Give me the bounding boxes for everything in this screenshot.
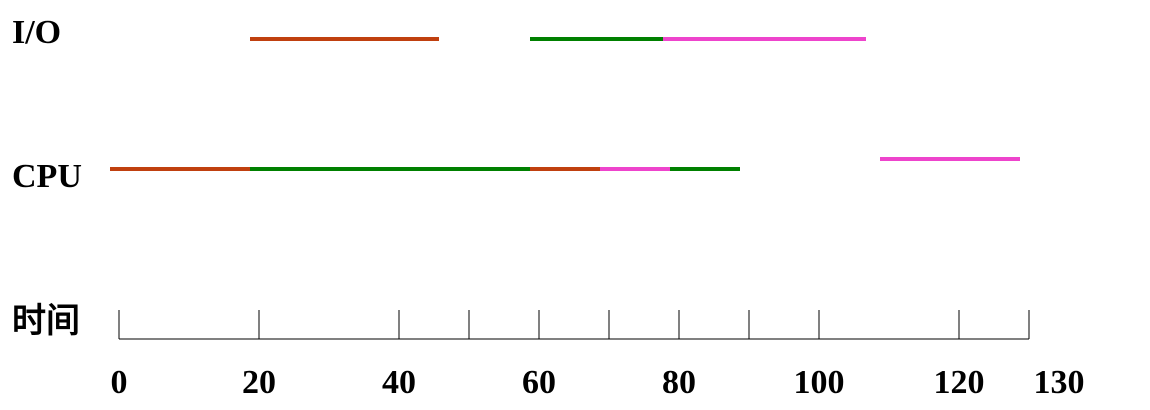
tick-label-80: 80 (662, 364, 696, 401)
time-axis: 0 20 40 60 80 100 120 130 (111, 310, 1085, 401)
row-label-io: I/O (12, 14, 61, 51)
tick-label-60: 60 (522, 364, 556, 401)
axis-label-time: 时间 (12, 302, 80, 340)
segments-group (110, 37, 1020, 171)
tick-label-20: 20 (242, 364, 276, 401)
tick-label-0: 0 (111, 364, 128, 401)
row-label-cpu: CPU (12, 158, 82, 195)
tick-label-100: 100 (794, 364, 845, 401)
tick-label-120: 120 (934, 364, 985, 401)
tick-label-130: 130 (1034, 364, 1085, 401)
tick-label-40: 40 (382, 364, 416, 401)
tick-labels: 0 20 40 60 80 100 120 130 (111, 364, 1085, 401)
tick-marks (118, 310, 1030, 339)
